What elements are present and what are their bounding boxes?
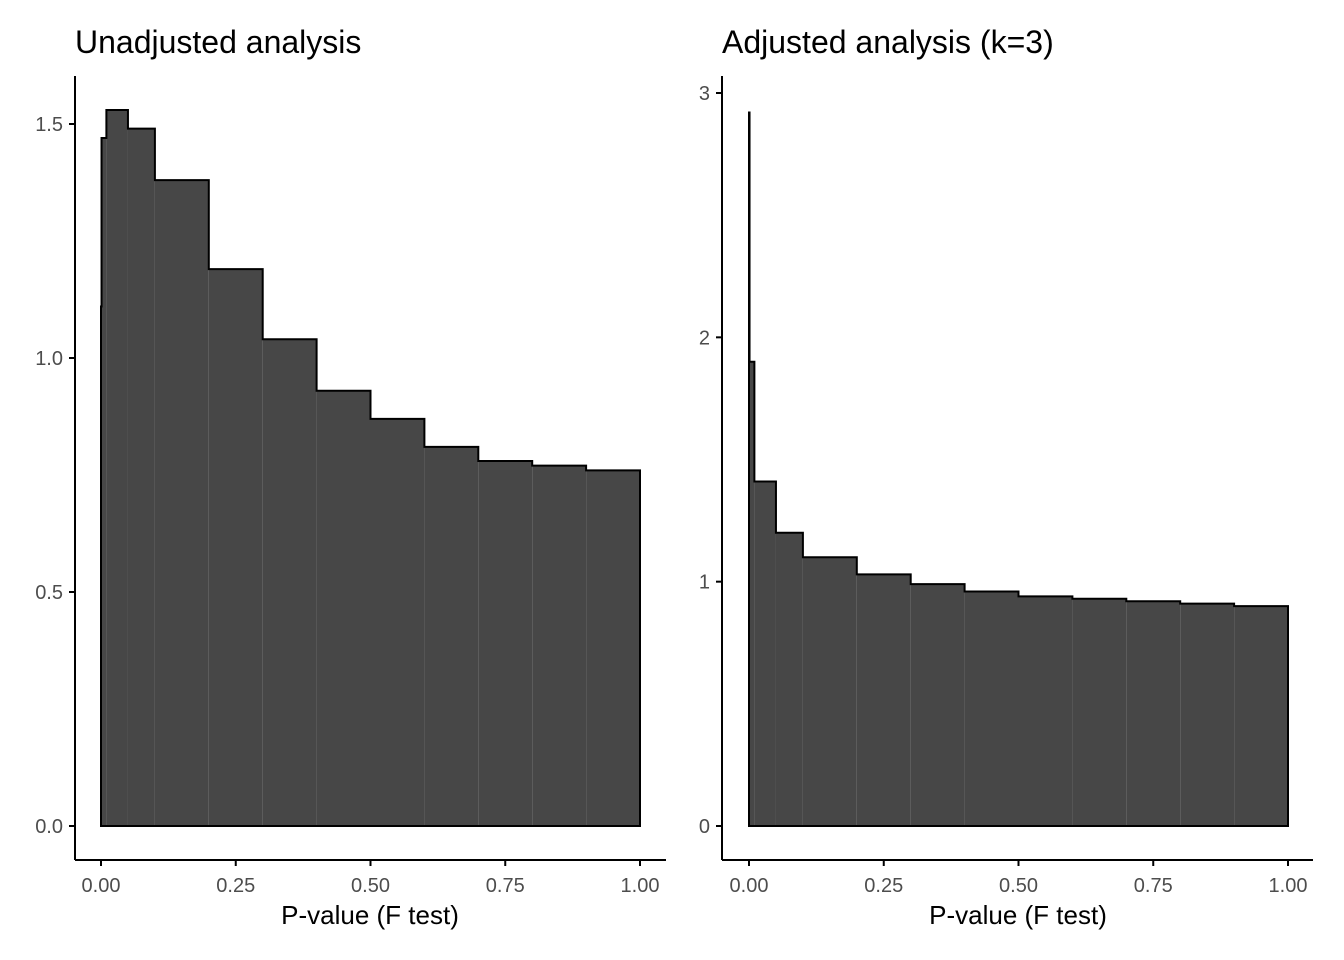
- x-tick-label: 1.00: [621, 875, 660, 897]
- histogram-bar: [1180, 603, 1235, 826]
- histogram-bar: [316, 390, 371, 826]
- histogram-bar: [127, 128, 155, 826]
- y-tick-label: 3: [699, 83, 710, 105]
- histogram-bar: [749, 361, 755, 826]
- unadjusted-histogram: 0.0 0.5 1.0 1.5 0.00 0.25 0.50 0.75 1.00 P-value …: [35, 76, 666, 930]
- histogram-bar: [856, 574, 911, 826]
- bars: [749, 112, 1288, 826]
- y-tick-label: 1.5: [35, 114, 63, 136]
- histogram-bar: [101, 138, 107, 827]
- x-axis-title: P-value (F test): [281, 900, 459, 930]
- y-tick-label: 0: [699, 816, 710, 838]
- histogram-bar: [910, 584, 965, 826]
- histogram-bar: [1234, 606, 1288, 826]
- x-axis-title: P-value (F test): [929, 900, 1107, 930]
- bars: [101, 109, 640, 827]
- x-tick-label: 0.75: [1134, 875, 1173, 897]
- y-tick-label: 2: [699, 327, 710, 349]
- adjusted-panel: Adjusted analysis (k=3) 0 1 2 3 0.00 0.25 0.50…: [648, 0, 1320, 960]
- chart-title: Adjusted analysis (k=3): [722, 24, 1054, 60]
- x-tick-label: 0.50: [351, 875, 390, 897]
- histogram-bar: [586, 470, 640, 826]
- y-tick-label: 0.0: [35, 816, 63, 838]
- histogram-bar: [754, 481, 776, 826]
- y-tick-label: 0.5: [35, 582, 63, 604]
- x-tick-label: 0.25: [216, 875, 255, 897]
- histogram-bar: [424, 446, 479, 826]
- chart-title: Unadjusted analysis: [75, 24, 362, 60]
- adjusted-histogram: 0 1 2 3 0.00 0.25 0.50 0.75 1.00 P-value (F test): [699, 76, 1313, 930]
- histogram-bar: [106, 109, 128, 826]
- y-tick-label: 1: [699, 572, 710, 594]
- histogram-bar: [532, 465, 587, 826]
- histogram-bar: [802, 557, 857, 826]
- histogram-bar: [1126, 601, 1181, 826]
- histogram-bar: [1018, 596, 1073, 826]
- unadjusted-panel: Unadjusted analysis 0.0 0.5 1.0 1.5 0.00 0.25…: [35, 24, 666, 930]
- x-tick-label: 1.00: [1269, 875, 1308, 897]
- histogram-bar: [208, 269, 263, 827]
- histogram-bar: [478, 460, 533, 826]
- x-tick-label: 0.25: [864, 875, 903, 897]
- histogram-outline: [748, 111, 1289, 827]
- x-tick-label: 0.50: [999, 875, 1038, 897]
- x-tick-label: 0.00: [730, 875, 769, 897]
- histogram-bar: [262, 339, 317, 826]
- y-tick-label: 1.0: [35, 348, 63, 370]
- histogram-bar: [370, 418, 425, 826]
- histogram-bar: [964, 591, 1019, 826]
- x-tick-label: 0.75: [486, 875, 525, 897]
- histogram-bar: [1072, 598, 1127, 826]
- x-tick-label: 0.00: [82, 875, 121, 897]
- histogram-bar: [775, 532, 803, 826]
- histogram-outline: [100, 108, 641, 827]
- histogram-bar: [154, 180, 209, 826]
